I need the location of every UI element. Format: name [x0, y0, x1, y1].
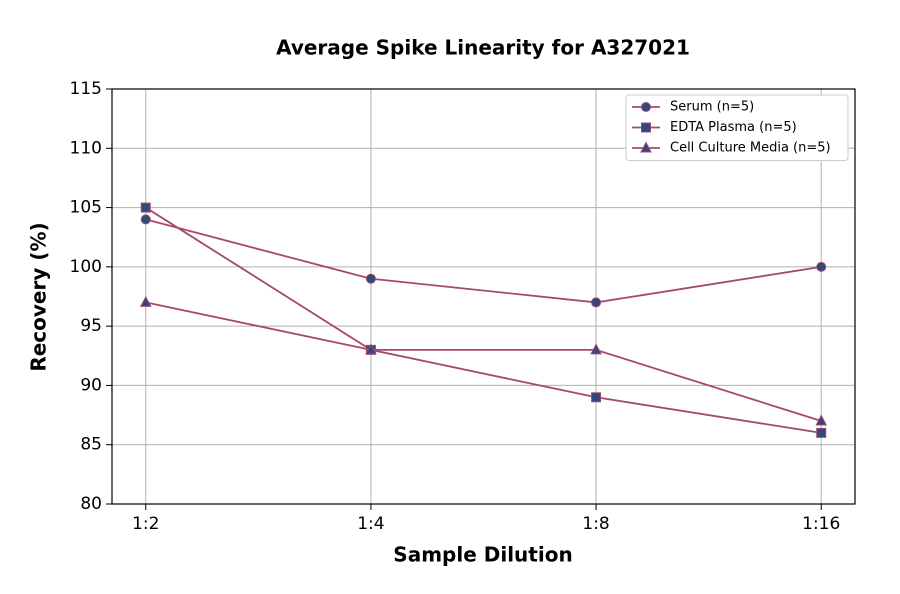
marker — [140, 214, 151, 225]
y-tick-label: 85 — [80, 435, 102, 455]
marker — [591, 392, 602, 403]
marker — [590, 343, 602, 355]
y-tick-label: 115 — [70, 79, 102, 99]
y-tick-label: 110 — [70, 138, 102, 158]
series-line — [145, 206, 822, 434]
marker — [816, 427, 827, 438]
y-tick-label: 90 — [80, 375, 102, 395]
y-tick-label: 95 — [80, 316, 102, 336]
y-tick-label: 100 — [70, 257, 102, 277]
legend-marker — [640, 141, 652, 153]
legend-label: Cell Culture Media (n=5) — [670, 141, 831, 156]
y-tick-label: 80 — [80, 494, 102, 514]
y-axis-label: Recovery (%) — [27, 222, 51, 371]
x-tick-label: 1:16 — [802, 514, 840, 534]
x-axis-label: Sample Dilution — [393, 543, 572, 567]
x-tick-label: 1:2 — [132, 514, 159, 534]
x-tick-label: 1:8 — [582, 514, 609, 534]
legend-box — [625, 94, 849, 161]
marker — [365, 343, 377, 355]
legend-marker — [641, 102, 651, 112]
marker — [139, 295, 152, 307]
legend-label: Serum (n=5) — [670, 100, 754, 115]
y-tick-label: 105 — [70, 198, 102, 218]
chart-title: Average Spike Linearity for A327021 — [276, 36, 690, 60]
plot-frame — [111, 88, 856, 505]
legend-marker — [641, 122, 651, 133]
series-line — [145, 218, 822, 304]
marker — [140, 202, 151, 213]
legend-label: EDTA Plasma (n=5) — [670, 120, 797, 135]
series-line — [145, 301, 822, 422]
marker — [815, 414, 828, 426]
marker — [591, 297, 602, 308]
marker — [365, 273, 376, 284]
marker — [816, 261, 827, 272]
x-tick-label: 1:4 — [357, 514, 384, 534]
